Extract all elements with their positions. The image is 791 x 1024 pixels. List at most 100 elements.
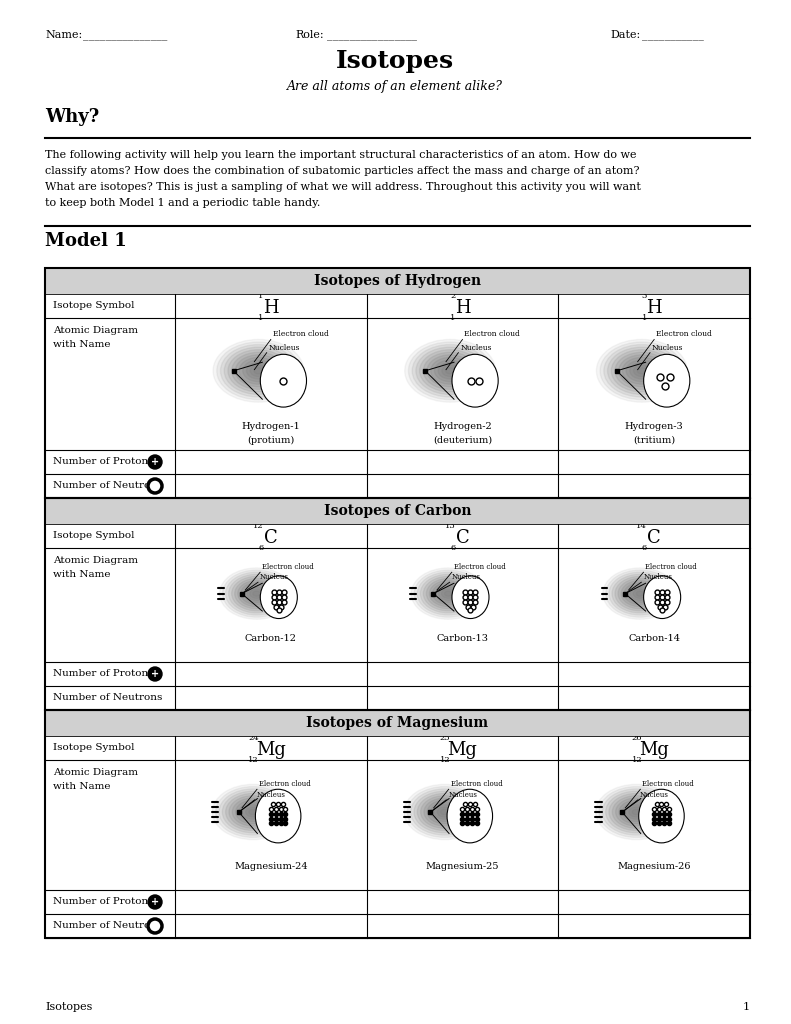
Text: Atomic Diagram: Atomic Diagram	[53, 768, 138, 777]
Circle shape	[148, 919, 162, 933]
Text: Model 1: Model 1	[45, 232, 127, 250]
Ellipse shape	[221, 345, 297, 397]
Text: Electron cloud: Electron cloud	[657, 331, 712, 339]
Ellipse shape	[242, 805, 263, 819]
Ellipse shape	[623, 803, 650, 821]
Ellipse shape	[416, 347, 484, 394]
Ellipse shape	[405, 339, 495, 402]
Text: 1: 1	[259, 292, 264, 300]
Text: Number of Neutrons: Number of Neutrons	[53, 481, 162, 490]
Text: Role:: Role:	[295, 30, 324, 40]
Ellipse shape	[260, 354, 307, 408]
Text: Number of Protons: Number of Protons	[53, 670, 153, 679]
Ellipse shape	[627, 585, 653, 602]
Ellipse shape	[232, 577, 282, 611]
Text: 6: 6	[642, 544, 647, 552]
Ellipse shape	[436, 585, 461, 602]
Text: Nucleus: Nucleus	[460, 344, 492, 351]
Ellipse shape	[633, 589, 647, 598]
Ellipse shape	[441, 589, 455, 598]
Text: Electron cloud: Electron cloud	[454, 563, 505, 571]
Ellipse shape	[434, 360, 466, 382]
Ellipse shape	[619, 800, 653, 823]
Text: Number of Neutrons: Number of Neutrons	[53, 922, 162, 931]
Text: Nucleus: Nucleus	[652, 344, 683, 351]
Text: with Name: with Name	[53, 782, 111, 791]
Text: Electron cloud: Electron cloud	[645, 563, 697, 571]
Ellipse shape	[250, 366, 267, 377]
Text: Nucleus: Nucleus	[640, 791, 669, 799]
Text: Isotopes: Isotopes	[45, 1002, 93, 1012]
Ellipse shape	[626, 360, 657, 382]
Ellipse shape	[239, 803, 267, 821]
Ellipse shape	[229, 796, 277, 828]
Text: 12: 12	[440, 756, 451, 764]
Bar	[45, 268, 750, 498]
Circle shape	[148, 667, 162, 681]
Ellipse shape	[408, 342, 492, 399]
Ellipse shape	[630, 587, 649, 600]
Bar	[45, 498, 750, 710]
Ellipse shape	[418, 572, 479, 615]
Ellipse shape	[253, 591, 260, 596]
Text: Hydrogen-2: Hydrogen-2	[433, 422, 492, 431]
Ellipse shape	[420, 574, 476, 613]
Text: Isotope Symbol: Isotope Symbol	[53, 531, 134, 541]
Text: Magnesium-25: Magnesium-25	[426, 862, 499, 871]
Text: Electron cloud: Electron cloud	[464, 331, 520, 339]
Text: 14: 14	[636, 522, 647, 530]
Text: Isotopes of Magnesium: Isotopes of Magnesium	[306, 716, 489, 730]
Ellipse shape	[433, 583, 464, 604]
Ellipse shape	[245, 807, 260, 817]
Text: Nucleus: Nucleus	[643, 573, 672, 582]
Text: 2: 2	[450, 292, 456, 300]
Text: 13: 13	[445, 522, 456, 530]
Bar	[45, 268, 750, 294]
Text: (deuterium): (deuterium)	[433, 436, 492, 445]
Text: Mg: Mg	[256, 741, 286, 759]
Text: Electron cloud: Electron cloud	[262, 563, 314, 571]
Text: Atomic Diagram: Atomic Diagram	[53, 326, 138, 335]
Ellipse shape	[233, 798, 274, 826]
Ellipse shape	[615, 798, 657, 826]
Ellipse shape	[412, 345, 488, 397]
Text: Number of Neutrons: Number of Neutrons	[53, 693, 162, 702]
Text: 6: 6	[450, 544, 456, 552]
Text: Electron cloud: Electron cloud	[642, 780, 694, 788]
Text: to keep both Model 1 and a periodic table handy.: to keep both Model 1 and a periodic tabl…	[45, 198, 320, 208]
Text: H: H	[455, 299, 471, 317]
Text: +: +	[151, 897, 159, 907]
Ellipse shape	[447, 790, 493, 843]
Ellipse shape	[249, 809, 257, 815]
Ellipse shape	[238, 581, 275, 606]
Text: Why?: Why?	[45, 108, 99, 126]
Ellipse shape	[423, 577, 473, 611]
Text: _______________: _______________	[83, 31, 168, 41]
Text: Nucleus: Nucleus	[256, 791, 286, 799]
Ellipse shape	[236, 355, 282, 387]
Ellipse shape	[638, 790, 684, 843]
Ellipse shape	[604, 345, 679, 397]
Ellipse shape	[452, 575, 489, 618]
Ellipse shape	[418, 794, 472, 830]
Ellipse shape	[600, 342, 683, 399]
Ellipse shape	[217, 342, 300, 399]
Text: Carbon-14: Carbon-14	[628, 634, 680, 643]
Ellipse shape	[626, 805, 647, 819]
Text: 1: 1	[450, 314, 456, 322]
Text: Electron cloud: Electron cloud	[273, 331, 329, 339]
Ellipse shape	[602, 788, 670, 836]
Ellipse shape	[240, 583, 272, 604]
Text: Mg: Mg	[639, 741, 669, 759]
Text: classify atoms? How does the combination of subatomic particles affect the mass : classify atoms? How does the combination…	[45, 166, 639, 176]
Ellipse shape	[442, 366, 458, 377]
Ellipse shape	[404, 784, 485, 840]
Ellipse shape	[236, 800, 271, 823]
Ellipse shape	[431, 357, 470, 384]
Ellipse shape	[445, 591, 452, 596]
Ellipse shape	[623, 357, 661, 384]
Text: ________________: ________________	[327, 31, 417, 41]
Text: 6: 6	[259, 544, 264, 552]
Ellipse shape	[225, 572, 288, 615]
Ellipse shape	[260, 575, 297, 618]
